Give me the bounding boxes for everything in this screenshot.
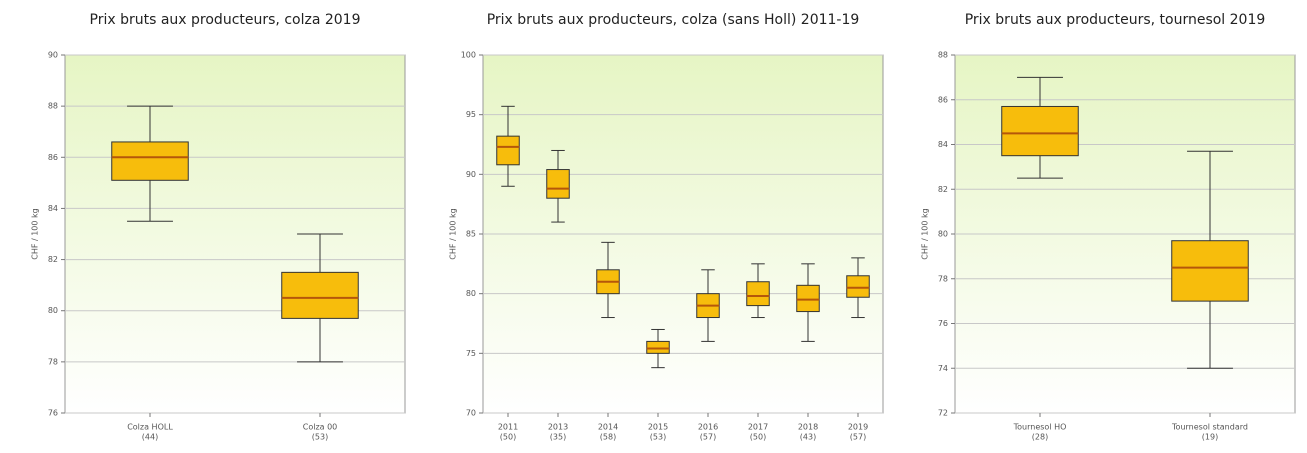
y-tick-label: 88 [48,102,58,111]
y-tick-label: 76 [48,409,58,418]
box [111,141,189,181]
y-tick-label: 86 [48,153,58,162]
x-tick-label: Tournesol HO [1013,423,1067,432]
x-tick-note: (50) [750,433,766,442]
box [796,284,820,313]
y-axis-label: CHF / 100 kg [921,208,930,260]
y-tick-label: 95 [466,110,476,119]
x-tick-label: Colza 00 [303,423,338,432]
x-tick-label: 2014 [598,423,618,432]
box [846,275,870,298]
y-axis-label: CHF / 100 kg [31,208,40,260]
x-tick-note: (57) [850,433,866,442]
y-tick-label: 82 [48,255,58,264]
y-tick-label: 80 [938,230,948,239]
y-tick-label: 85 [466,230,476,239]
y-tick-label: 80 [48,306,58,315]
x-tick-label: 2019 [848,423,868,432]
chart-title: Prix bruts aux producteurs, colza 2019 [90,12,361,28]
y-tick-label: 75 [466,349,476,358]
x-tick-note: (44) [142,433,158,442]
x-tick-label: 2016 [698,423,718,432]
x-tick-note: (19) [1202,433,1218,442]
x-tick-label: Tournesol standard [1171,423,1248,432]
x-tick-label: Colza HOLL [127,423,173,432]
y-tick-label: 90 [466,170,476,179]
x-tick-note: (35) [550,433,566,442]
y-tick-label: 74 [938,364,948,373]
box [1001,105,1079,157]
y-tick-label: 86 [938,95,948,104]
x-tick-note: (53) [312,433,328,442]
y-tick-label: 80 [466,289,476,298]
x-tick-note: (28) [1032,433,1048,442]
y-tick-label: 84 [938,140,948,149]
x-tick-note: (50) [500,433,516,442]
y-tick-label: 90 [48,51,58,60]
box [281,271,359,319]
y-tick-label: 70 [466,409,476,418]
chart-title: Prix bruts aux producteurs, colza (sans … [487,12,860,28]
x-tick-note: (57) [700,433,716,442]
y-axis-label: CHF / 100 kg [449,208,458,260]
y-tick-label: 100 [461,51,476,60]
box [546,169,570,199]
y-tick-label: 72 [938,409,948,418]
chart-title: Prix bruts aux producteurs, tournesol 20… [965,12,1266,28]
box [646,340,670,354]
y-tick-label: 88 [938,51,948,60]
x-tick-label: 2011 [498,423,518,432]
box [746,281,770,307]
x-tick-label: 2015 [648,423,668,432]
y-tick-label: 82 [938,185,948,194]
y-tick-label: 78 [48,357,58,366]
x-tick-note: (53) [650,433,666,442]
y-tick-label: 76 [938,319,948,328]
plot-background [64,54,406,414]
y-tick-label: 84 [48,204,58,213]
box [1171,240,1249,302]
x-tick-note: (43) [800,433,816,442]
x-tick-label: 2013 [548,423,568,432]
x-tick-label: 2017 [748,423,768,432]
x-tick-note: (58) [600,433,616,442]
box [496,135,520,166]
y-tick-label: 78 [938,274,948,283]
x-tick-label: 2018 [798,423,818,432]
